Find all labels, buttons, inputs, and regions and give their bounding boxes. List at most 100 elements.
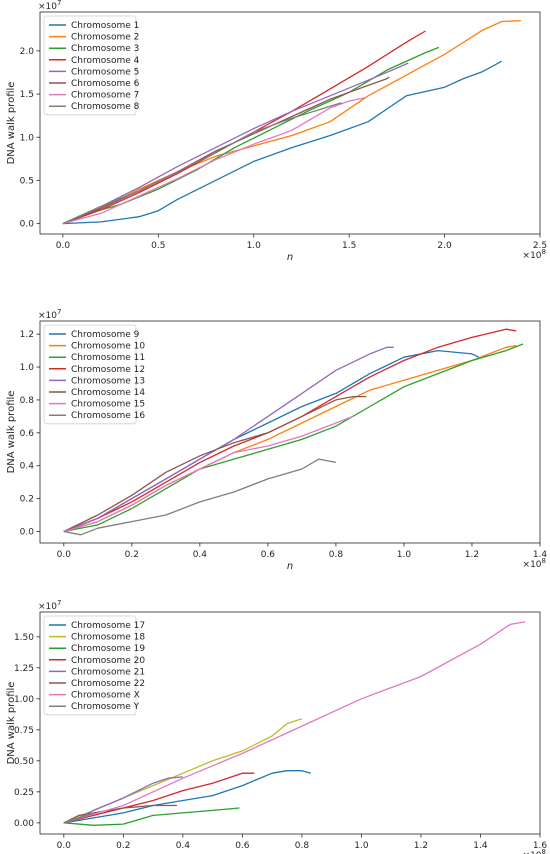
legend-box [43,15,137,116]
y-tick-label: 1.2 [20,330,34,340]
series-line-chromosome-20 [63,772,255,824]
y-multiplier: ×107 [38,0,61,12]
y-tick-label: 1.5 [20,90,34,100]
y-tick-label: 0.75 [14,726,34,736]
legend-entry: Chromosome 17 [71,621,145,631]
series-line-chromosome-11 [63,343,524,533]
x-tick-label: 0.0 [56,241,71,251]
x-tick-label: 1.2 [465,550,479,560]
plot-frame [39,320,541,544]
legend-entry: Chromosome 11 [71,353,145,363]
x-tick-label: 2.0 [437,241,452,251]
y-tick-label: 1.00 [14,695,34,705]
x-tick-label: 1.4 [473,841,488,851]
chart-panel-3: 0.0 0.2 0.4 0.6 0.8 1.0 1.2 1.4 1.6 0.00 0.25 0.50 0… [6,599,547,854]
legend-entry: Chromosome 2 [71,33,139,43]
legend-entry: Chromosome 5 [71,67,139,77]
series-line-chromosome-5 [62,62,409,225]
plot-frame [39,11,541,235]
x-tick-label: 0.8 [295,841,310,851]
plot-frame [39,611,541,835]
legend-entry: Chromosome 6 [71,79,140,89]
legend-entry: Chromosome X [71,691,140,701]
y-tick-label: 0.4 [20,462,35,472]
x-tick-label: 0.4 [176,841,191,851]
series-line-chromosome-15 [63,415,354,533]
x-tick-label: 1.0 [397,550,412,560]
series-line-chromosome-8 [62,102,342,225]
y-tick-label: 0.25 [14,788,34,798]
series-line-chromosome-3 [62,46,440,225]
x-tick-label: 2.5 [533,241,547,251]
y-tick-label: 1.0 [20,133,35,143]
x-tick-label: 0.8 [329,550,344,560]
series-line-chromosome-13 [63,346,394,533]
series-line-chromosome-18 [63,718,303,824]
chart-panel-2: 0.0 0.2 0.4 0.6 0.8 1.0 1.2 1.4 0.0 0.2 0.4 0.6 0.8 1… [6,308,547,572]
x-tick-label: 1.4 [533,550,548,560]
y-tick-label: 0.2 [20,495,34,505]
x-axis-label: n [287,252,293,263]
series-line-chromosome-y [63,812,94,824]
legend-box [43,615,137,716]
y-tick-label: 0.8 [20,396,35,406]
x-tick-label: 1.5 [342,241,356,251]
series-line-chromosome-17 [63,770,311,824]
legend-entry: Chromosome 18 [71,633,145,643]
y-tick-label: 0.50 [14,757,34,767]
legend-entry: Chromosome 9 [71,330,140,340]
y-tick-label: 0.6 [20,429,35,439]
legend-entry: Chromosome 21 [71,667,145,677]
legend-entry: Chromosome 8 [71,102,140,112]
x-tick-label: 0.5 [151,241,165,251]
x-tick-label: 0.2 [125,550,139,560]
y-multiplier: ×107 [38,599,61,612]
y-multiplier: ×107 [38,308,61,321]
legend-entry: Chromosome 13 [71,376,145,386]
legend-entry: Chromosome 7 [71,91,139,101]
y-tick-label: 1.25 [14,664,34,674]
y-tick-label: 0.0 [20,220,35,230]
legend-entry: Chromosome 19 [71,644,145,654]
legend-entry: Chromosome 10 [71,342,145,352]
y-axis-label: DNA walk profile [6,682,17,765]
legend-box [43,324,137,425]
legend-entry: Chromosome 20 [71,656,145,666]
legend-entry: Chromosome 4 [71,56,140,66]
series-line-chromosome-21 [63,776,183,824]
series-line-chromosome-2 [62,19,521,225]
y-tick-label: 2.0 [20,47,35,57]
x-multiplier: ×108 [523,848,546,854]
x-tick-label: 0.6 [235,841,250,851]
y-axis-label: DNA walk profile [6,82,17,165]
x-axis-label: n [287,852,293,854]
series-line-chromosome-7 [62,96,367,225]
y-tick-label: 1.50 [14,633,34,643]
x-tick-label: 0.0 [57,841,72,851]
x-tick-label: 1.2 [414,841,428,851]
legend-entry: Chromosome 15 [71,400,145,410]
series-line-chromosome-22 [63,804,177,824]
x-tick-label: 1.6 [533,841,548,851]
y-tick-label: 1.0 [20,363,35,373]
legend-entry: Chromosome 1 [71,21,139,31]
y-tick-label: 0.5 [20,176,34,186]
series-line-chromosome-1 [62,60,503,225]
series-line-chromosome-x [63,621,526,824]
legend-entry: Chromosome 14 [71,388,145,398]
y-tick-label: 0.0 [20,527,35,537]
x-tick-label: 1.0 [247,241,262,251]
x-tick-label: 0.6 [261,550,276,560]
x-multiplier: ×108 [523,557,546,570]
legend-entry: Chromosome 12 [71,365,145,375]
chart-panel-1: 0.0 0.5 1.0 1.5 2.0 2.5 0.0 0.5 1.0 1.5 2.0 n DNA wa… [6,0,547,263]
legend-entry: Chromosome 3 [71,44,139,54]
legend-entry: Chromosome 16 [71,411,145,421]
x-tick-label: 1.0 [354,841,369,851]
legend-entry: Chromosome Y [71,702,140,712]
x-tick-label: 0.2 [116,841,130,851]
